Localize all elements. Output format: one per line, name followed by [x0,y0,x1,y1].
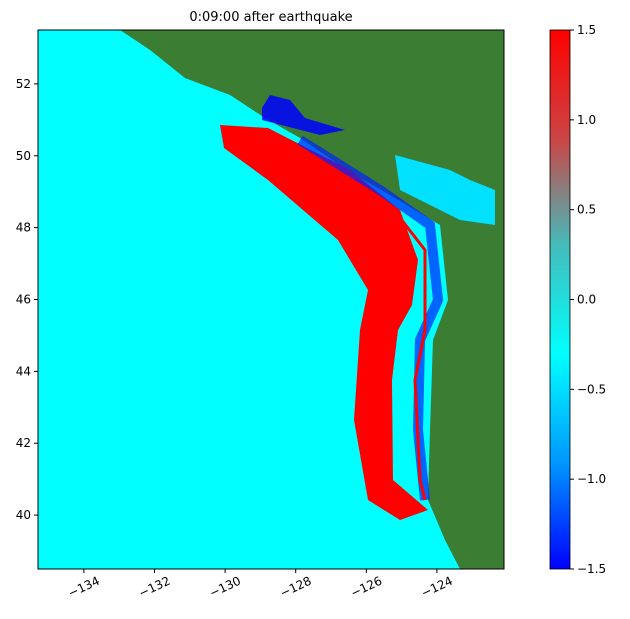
y-tick-label: 48 [16,221,31,235]
colorbar-tick-label: −0.5 [577,382,606,396]
y-tick-label: 40 [16,508,31,522]
x-tick-label: −134 [66,574,102,601]
colorbar-tick-label: 0.0 [577,293,596,307]
y-tick-label: 52 [16,77,31,91]
colorbar-tick-label: 0.5 [577,203,596,217]
x-tick-label: −130 [207,574,243,601]
x-tick-label: −132 [137,574,173,601]
x-tick-label: −124 [419,574,455,601]
y-tick-label: 50 [16,149,31,163]
colorbar-tick-label: 1.5 [577,23,596,37]
x-tick-label: −126 [348,574,384,601]
colorbar-tick-label: 1.0 [577,113,596,127]
chart-title: 0:09:00 after earthquake [189,10,352,25]
colorbar [549,29,571,570]
x-tick-label: −128 [278,574,314,601]
colorbar-tick-label: −1.5 [577,562,606,576]
colorbar-tick-label: −1.0 [577,472,606,486]
map-field [38,30,504,569]
y-tick-label: 42 [16,436,31,450]
y-tick-label: 44 [16,364,31,378]
y-tick-label: 46 [16,293,31,307]
